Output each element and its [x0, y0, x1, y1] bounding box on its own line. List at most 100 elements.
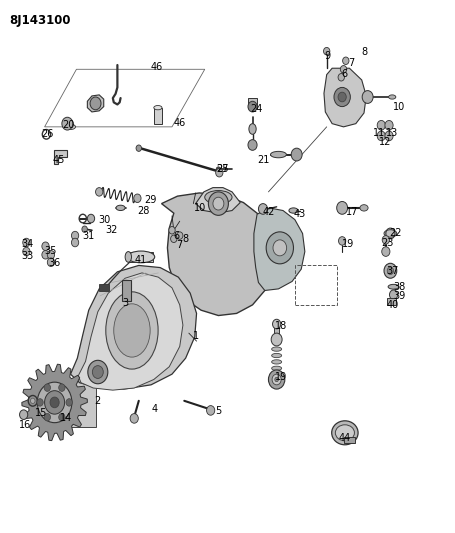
Circle shape: [216, 168, 223, 177]
Circle shape: [343, 57, 349, 64]
Text: 5: 5: [215, 407, 222, 416]
Ellipse shape: [289, 208, 298, 213]
Bar: [122, 280, 131, 301]
Text: 14: 14: [60, 414, 72, 423]
Circle shape: [216, 167, 221, 172]
Text: 4: 4: [152, 405, 158, 414]
Text: 41: 41: [135, 255, 147, 264]
Polygon shape: [196, 188, 240, 212]
Ellipse shape: [272, 366, 282, 370]
Text: 8J143100: 8J143100: [9, 14, 71, 27]
Circle shape: [338, 74, 344, 81]
Ellipse shape: [66, 124, 76, 130]
Text: 7: 7: [176, 240, 182, 250]
Text: 25: 25: [216, 164, 228, 174]
Text: 6: 6: [342, 69, 348, 78]
Circle shape: [385, 131, 393, 141]
Text: 10: 10: [394, 102, 405, 111]
Text: 37: 37: [386, 266, 399, 276]
Bar: [128, 252, 153, 262]
Text: 17: 17: [345, 207, 358, 216]
Text: 27: 27: [217, 164, 229, 174]
Circle shape: [334, 87, 350, 107]
Circle shape: [23, 238, 30, 247]
Ellipse shape: [332, 421, 358, 445]
Polygon shape: [162, 193, 275, 316]
Ellipse shape: [272, 353, 282, 358]
Circle shape: [130, 414, 138, 423]
Circle shape: [42, 242, 49, 251]
Circle shape: [377, 131, 385, 141]
Polygon shape: [22, 364, 87, 441]
Text: 19: 19: [342, 239, 354, 248]
Bar: [46, 381, 96, 427]
Text: 33: 33: [21, 251, 33, 261]
Bar: [387, 298, 396, 305]
Circle shape: [71, 238, 79, 247]
Polygon shape: [78, 273, 183, 390]
Text: 21: 21: [258, 155, 270, 165]
Circle shape: [338, 92, 346, 102]
Circle shape: [42, 251, 49, 259]
Text: 3: 3: [122, 298, 128, 308]
Circle shape: [273, 240, 287, 256]
Ellipse shape: [335, 425, 354, 441]
Text: 30: 30: [99, 215, 111, 224]
Circle shape: [268, 370, 285, 389]
Text: 42: 42: [262, 207, 275, 217]
Polygon shape: [54, 150, 67, 164]
Circle shape: [362, 91, 373, 103]
Circle shape: [30, 398, 35, 403]
Text: 23: 23: [381, 238, 394, 247]
Bar: [344, 437, 355, 443]
Text: 11: 11: [373, 128, 385, 138]
Text: 32: 32: [105, 225, 118, 235]
Ellipse shape: [106, 292, 158, 369]
Circle shape: [169, 227, 175, 234]
Ellipse shape: [270, 151, 287, 158]
Text: 35: 35: [44, 246, 56, 255]
Circle shape: [340, 66, 347, 73]
Bar: [99, 284, 109, 291]
Circle shape: [59, 414, 65, 421]
Text: 45: 45: [53, 155, 66, 165]
Circle shape: [71, 231, 79, 240]
Circle shape: [44, 414, 51, 421]
Text: 34: 34: [21, 239, 33, 249]
Circle shape: [66, 399, 72, 406]
Bar: [248, 98, 257, 108]
Circle shape: [134, 194, 141, 203]
Ellipse shape: [388, 285, 399, 289]
Ellipse shape: [389, 95, 396, 99]
Ellipse shape: [116, 205, 125, 211]
Circle shape: [171, 235, 177, 243]
Circle shape: [291, 148, 302, 161]
Circle shape: [92, 366, 103, 378]
Circle shape: [382, 236, 389, 244]
Text: 7: 7: [348, 58, 354, 68]
Circle shape: [207, 406, 215, 415]
Circle shape: [337, 201, 348, 214]
Text: 31: 31: [83, 231, 95, 240]
Text: 9: 9: [324, 51, 331, 61]
Circle shape: [44, 384, 51, 391]
Circle shape: [90, 97, 101, 110]
Ellipse shape: [127, 251, 155, 263]
Circle shape: [96, 188, 103, 196]
Circle shape: [324, 47, 330, 55]
Ellipse shape: [125, 252, 131, 262]
Text: 8: 8: [361, 47, 367, 56]
Text: 46: 46: [174, 118, 186, 127]
Circle shape: [387, 267, 394, 274]
Circle shape: [271, 333, 282, 346]
Circle shape: [389, 290, 398, 300]
Text: 22: 22: [389, 228, 402, 238]
Polygon shape: [71, 265, 197, 389]
Circle shape: [47, 251, 55, 259]
Ellipse shape: [272, 347, 282, 351]
Circle shape: [273, 319, 281, 329]
Circle shape: [339, 237, 346, 245]
Circle shape: [275, 377, 278, 382]
Text: 1: 1: [192, 331, 199, 341]
Circle shape: [37, 382, 72, 423]
